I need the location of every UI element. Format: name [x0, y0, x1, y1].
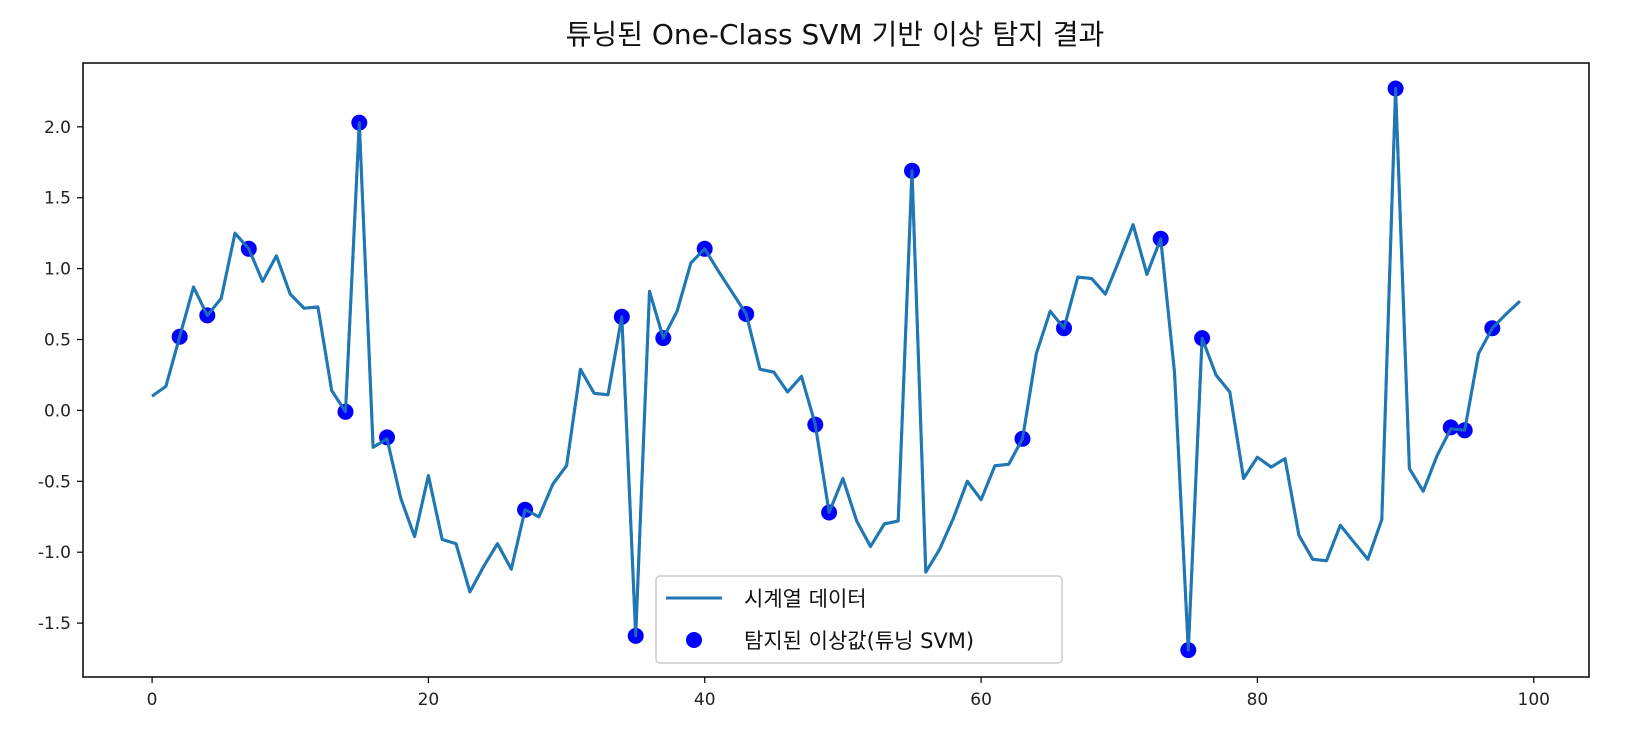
plot-area — [151, 80, 1521, 659]
y-tick-label: -0.5 — [38, 472, 71, 492]
x-tick-label: 60 — [970, 690, 992, 710]
legend-frame — [655, 575, 1063, 664]
series-line-overlay — [151, 87, 1521, 652]
chart-title: 튜닝된 One-Class SVM 기반 이상 탐지 결과 — [566, 18, 1105, 51]
y-tick-label: 1.5 — [44, 189, 71, 209]
y-tick-label: -1.5 — [38, 614, 71, 634]
y-tick-label: 1.0 — [44, 260, 71, 280]
axes: 0 20 40 60 80 100 -1.5 -1.0 -0.5 0.0 0.5 1.0 1.5 2.0 — [38, 62, 1590, 710]
legend-marker-swatch — [686, 632, 702, 648]
legend-label-anomalies: 탐지된 이상값(튜닝 SVM) — [744, 629, 974, 653]
axes-frame — [82, 62, 1590, 678]
legend-label-series: 시계열 데이터 — [744, 587, 867, 611]
legend: 시계열 데이터 탐지된 이상값(튜닝 SVM) — [655, 575, 1063, 664]
x-tick-label: 0 — [147, 690, 158, 710]
y-tick-label: 2.0 — [44, 118, 71, 138]
y-tick-label: 0.5 — [44, 331, 71, 351]
y-tick-label: 0.0 — [44, 401, 71, 421]
x-tick-label: 80 — [1247, 690, 1269, 710]
y-tick-label: -1.0 — [38, 543, 71, 563]
x-tick-label: 20 — [418, 690, 440, 710]
x-tick-label: 100 — [1518, 690, 1550, 710]
x-tick-label: 40 — [694, 690, 716, 710]
